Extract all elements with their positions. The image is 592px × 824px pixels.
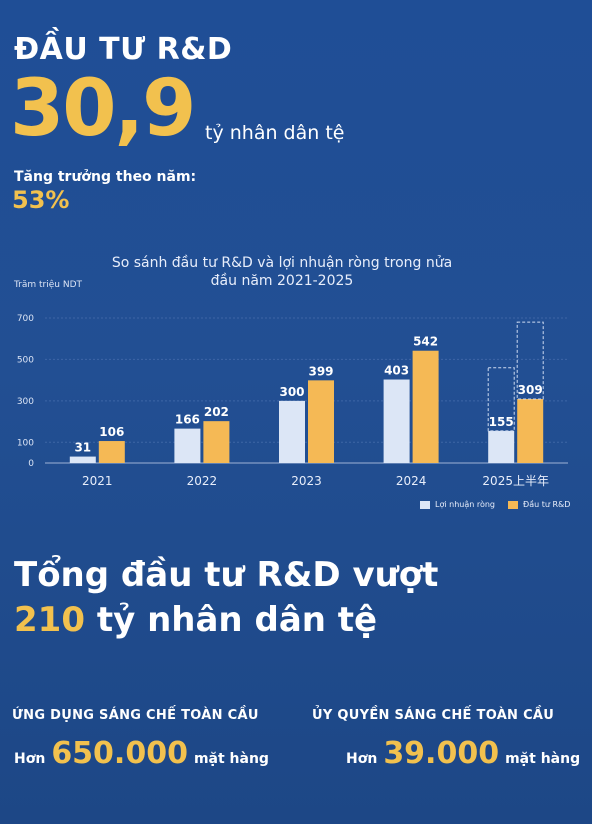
y-tick-label: 0 bbox=[28, 459, 34, 469]
bar-chart: 0 100 300 500 700 31 106 2021 166 202 2022 300 399 20… bbox=[17, 314, 568, 488]
bar-net-profit-2024 bbox=[383, 379, 410, 463]
x-tick-label: 2022 bbox=[187, 474, 218, 488]
bar-rd-2022 bbox=[203, 421, 230, 463]
legend-swatch-rd bbox=[508, 500, 518, 509]
chart-title: So sánh đầu tư R&D và lợi nhuận ròng tro… bbox=[111, 255, 453, 289]
bar-rd-2024 bbox=[412, 350, 439, 463]
summary-line-2: 210 tỷ nhân dân tệ bbox=[14, 600, 377, 640]
stat-applications: Hơn 650.000 mặt hàng bbox=[14, 736, 269, 771]
growth-label: Tăng trưởng theo năm: bbox=[14, 169, 197, 185]
data-label: 155 bbox=[489, 415, 514, 429]
stat-prefix: Hơn bbox=[346, 751, 378, 767]
summary-highlight: 210 bbox=[14, 600, 85, 640]
summary-rest: tỷ nhân dân tệ bbox=[96, 600, 378, 640]
y-tick-label: 500 bbox=[17, 355, 34, 365]
data-label: 202 bbox=[204, 405, 229, 419]
growth-value: 53% bbox=[12, 186, 70, 214]
x-tick-label: 2021 bbox=[82, 474, 113, 488]
x-tick-label: 2025上半年 bbox=[482, 474, 549, 488]
data-label: 403 bbox=[384, 364, 409, 378]
legend-label-rd: Đầu tư R&D bbox=[523, 500, 571, 509]
data-label: 542 bbox=[413, 335, 438, 349]
data-label: 31 bbox=[74, 441, 91, 455]
bar-net-profit-2023 bbox=[279, 400, 305, 463]
stat-value: 650.000 bbox=[51, 736, 188, 771]
stat-label-applications: ỨNG DỤNG SÁNG CHẾ TOÀN CẦU bbox=[12, 708, 259, 723]
y-tick-label: 100 bbox=[17, 438, 34, 448]
stat-suffix: mặt hàng bbox=[505, 751, 581, 767]
rd-amount: 30,9 bbox=[10, 64, 196, 154]
y-tick-label: 300 bbox=[17, 397, 34, 407]
rd-amount-unit: tỷ nhân dân tệ bbox=[205, 122, 345, 144]
data-label: 166 bbox=[175, 413, 200, 427]
bar-net-profit-2021 bbox=[69, 456, 96, 463]
stat-value: 39.000 bbox=[383, 736, 500, 771]
stat-prefix: Hơn bbox=[14, 751, 46, 767]
page-title: ĐẦU TƯ R&D bbox=[14, 32, 233, 67]
bar-rd-2023 bbox=[308, 380, 334, 463]
data-label: 300 bbox=[279, 385, 304, 399]
bar-rd-2021 bbox=[98, 441, 125, 463]
x-tick-label: 2023 bbox=[291, 474, 322, 488]
data-label: 106 bbox=[99, 425, 124, 439]
projection-box-net-profit bbox=[487, 367, 515, 432]
stat-label-grants: ỦY QUYỀN SÁNG CHẾ TOÀN CẦU bbox=[312, 708, 555, 723]
legend-rd: Đầu tư R&D bbox=[508, 500, 570, 509]
data-label: 399 bbox=[308, 364, 333, 378]
stat-suffix: mặt hàng bbox=[193, 751, 269, 767]
bar-net-profit-2022 bbox=[174, 428, 201, 463]
x-tick-label: 2024 bbox=[396, 474, 427, 488]
y-tick-label: 700 bbox=[17, 314, 34, 324]
legend-net-profit: Lợi nhuận ròng bbox=[420, 500, 495, 509]
bar-rd-2025上半年 bbox=[517, 398, 544, 463]
y-axis-unit: Trăm triệu NDT bbox=[14, 280, 83, 290]
summary-line-1: Tổng đầu tư R&D vượt bbox=[14, 555, 439, 595]
data-label: 309 bbox=[518, 383, 543, 397]
projection-box-rd bbox=[516, 321, 544, 400]
legend-swatch-net-profit bbox=[420, 500, 430, 509]
legend-label-net-profit: Lợi nhuận ròng bbox=[435, 500, 495, 509]
stat-grants: Hơn 39.000 mặt hàng bbox=[346, 736, 580, 771]
bar-net-profit-2025上半年 bbox=[488, 430, 515, 463]
